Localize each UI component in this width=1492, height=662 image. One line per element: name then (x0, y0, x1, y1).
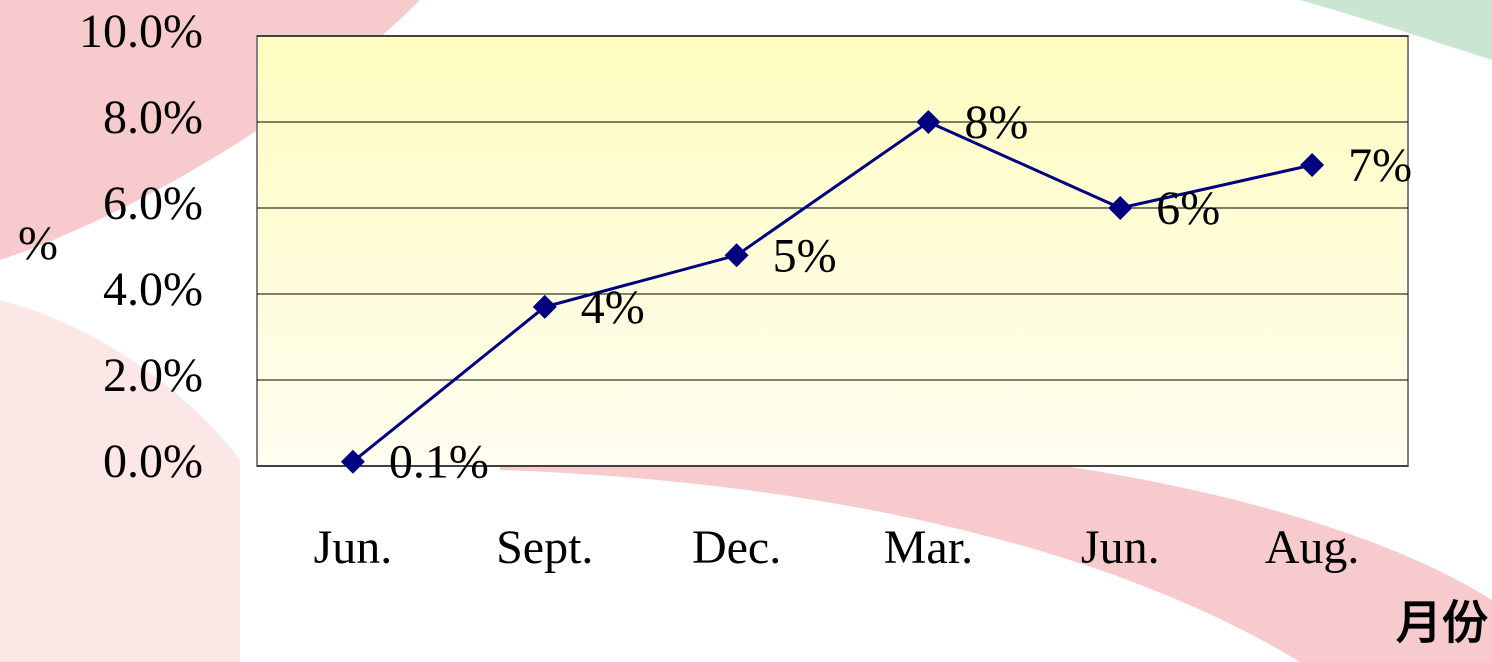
marker (532, 294, 557, 319)
x-tick-label: Jun. (314, 521, 393, 574)
x-tick-label: Aug. (1265, 521, 1360, 574)
data-label: 5% (773, 229, 837, 282)
plot-area (256, 35, 1409, 467)
y-axis-label: % (18, 217, 58, 270)
x-tick-label: Sept. (496, 521, 593, 574)
x-tick-label: Jun. (1081, 521, 1160, 574)
marker (916, 110, 941, 134)
line (351, 120, 1313, 463)
y-tick-label: 6.0% (103, 177, 203, 230)
y-tick-label: 8.0% (103, 91, 203, 144)
marker (340, 449, 365, 474)
marker (724, 243, 749, 268)
marker (1108, 196, 1133, 220)
data-label: 4% (581, 281, 645, 334)
data-label: 7% (1348, 139, 1412, 192)
marker (1300, 153, 1325, 177)
y-tick-label: 0.0% (103, 435, 203, 488)
x-axis-label: 月份 (1396, 596, 1488, 650)
data-label: 8% (964, 96, 1028, 149)
x-tick-label: Dec. (692, 521, 781, 574)
y-tick-label: 4.0% (103, 263, 203, 316)
y-tick-label: 10.0% (79, 5, 203, 58)
data-label: 6% (1156, 182, 1220, 235)
data-label: 0.1% (389, 436, 489, 489)
x-tick-label: Mar. (884, 521, 973, 574)
y-tick-label: 2.0% (103, 349, 203, 402)
